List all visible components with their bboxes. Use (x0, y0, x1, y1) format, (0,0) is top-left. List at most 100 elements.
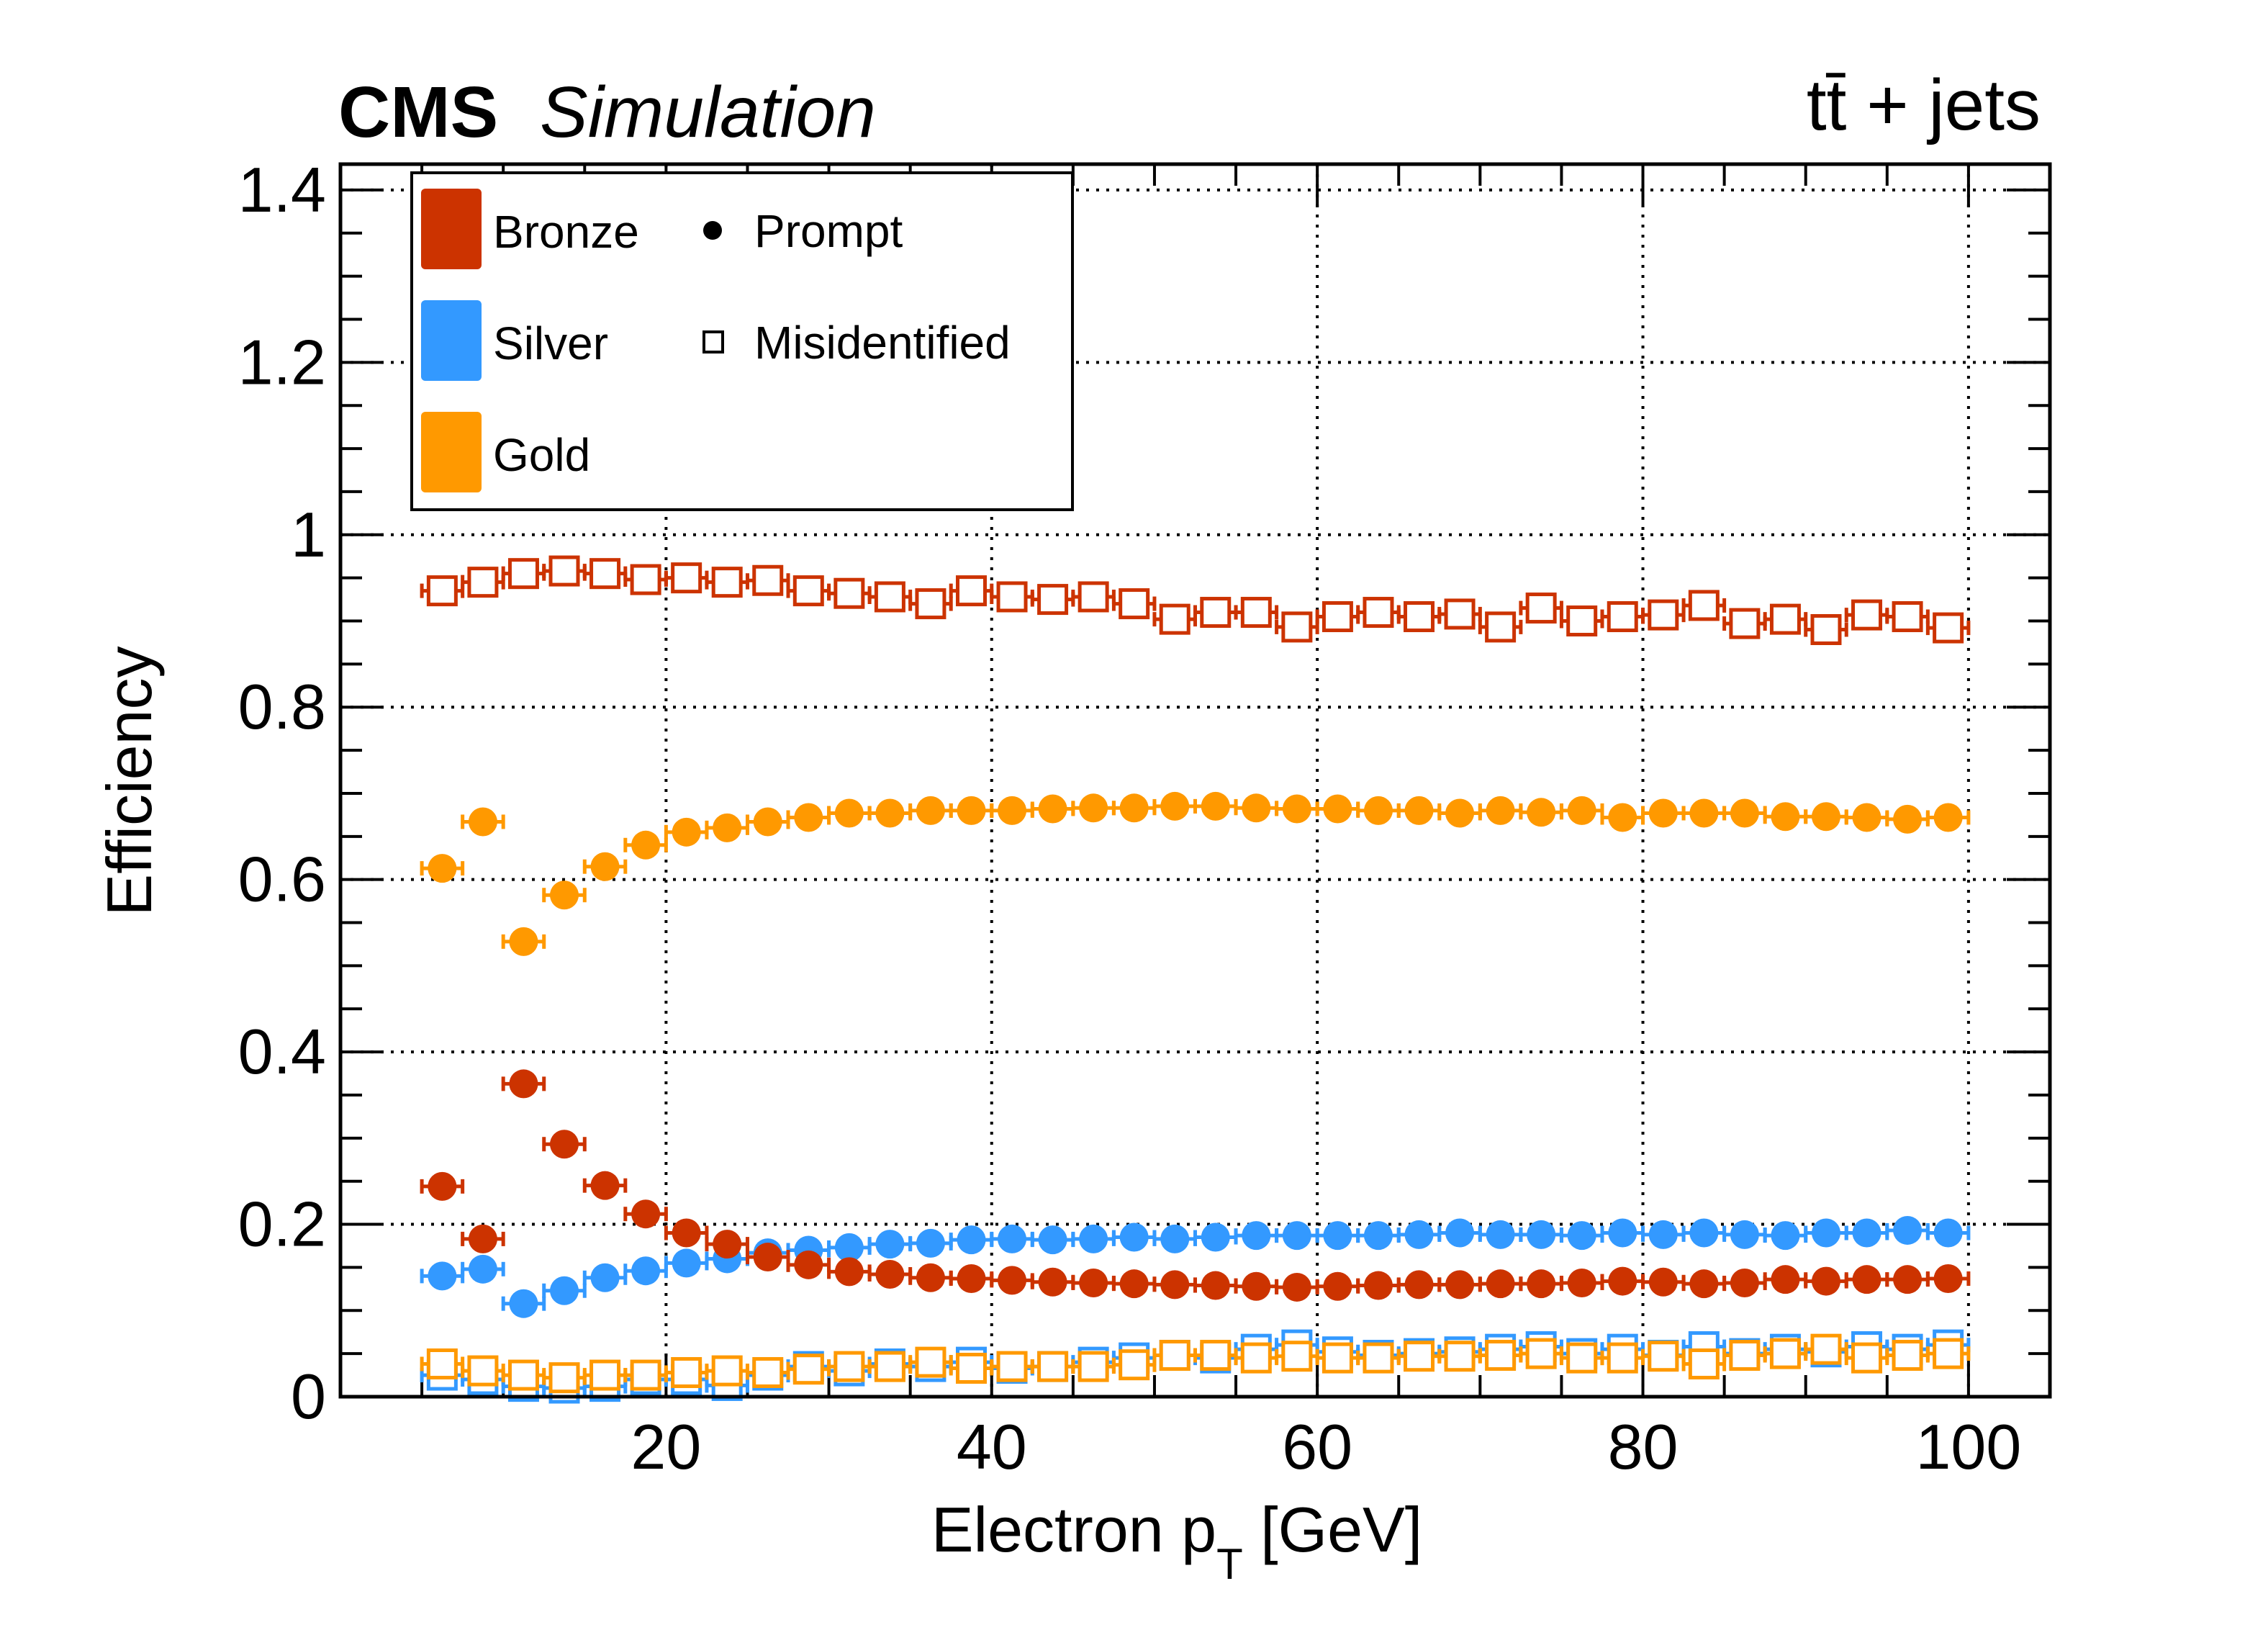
data-point (1159, 1340, 1191, 1371)
data-point (1322, 1342, 1353, 1374)
legend-label-bronze: Bronze (493, 206, 639, 258)
legend-label-prompt: Prompt (754, 205, 903, 257)
data-point (1077, 1351, 1109, 1382)
data-point (1079, 1268, 1108, 1297)
data-point (1810, 1333, 1842, 1365)
data-point (957, 1264, 986, 1293)
data-point (631, 1256, 661, 1286)
data-point (996, 1351, 1028, 1382)
legend: Bronze Silver Gold Prompt Misidentified (410, 171, 1074, 511)
data-point (1607, 601, 1638, 633)
data-point (1811, 1266, 1840, 1296)
data-point (468, 1224, 497, 1253)
header-process: tt̄ + jets (1807, 65, 2041, 145)
data-point (630, 564, 661, 595)
data-point (1445, 1270, 1475, 1300)
data-point (1404, 796, 1434, 825)
data-point (998, 1224, 1027, 1253)
legend-label-misidentified: Misidentified (754, 317, 1011, 369)
data-point (1892, 601, 1923, 633)
data-point (509, 1289, 538, 1318)
data-point (957, 796, 986, 825)
y-tick-label: 0 (291, 1361, 326, 1432)
data-point (711, 1355, 743, 1387)
data-point (1363, 1271, 1393, 1300)
data-point (1079, 793, 1108, 823)
x-tick-label: 20 (631, 1411, 701, 1482)
data-point (1527, 1220, 1556, 1249)
series-gold-misidentified (420, 1333, 1971, 1394)
data-point (1038, 1267, 1067, 1297)
data-point (1485, 611, 1517, 643)
data-point (1689, 1269, 1719, 1299)
data-point (589, 558, 621, 590)
data-point (1852, 803, 1881, 832)
data-point (875, 1259, 905, 1289)
data-point (1648, 1267, 1678, 1297)
data-point (630, 1359, 661, 1391)
data-point (1240, 1342, 1272, 1374)
data-point (1771, 802, 1800, 832)
data-point (955, 575, 987, 607)
legend-marker-prompt-icon (703, 221, 722, 240)
data-point (1893, 1265, 1923, 1294)
data-point (590, 852, 620, 881)
data-point (1811, 802, 1840, 832)
data-point (1240, 597, 1272, 629)
data-point (1201, 791, 1230, 821)
data-point (1445, 1218, 1475, 1248)
data-point (550, 880, 579, 910)
data-point (792, 575, 824, 607)
data-point (1404, 601, 1435, 633)
x-axis-label-unit: [GeV] (1243, 1494, 1422, 1565)
data-point (1242, 1221, 1271, 1251)
data-point (1201, 1271, 1230, 1300)
x-tick-label: 40 (957, 1411, 1027, 1482)
data-point (1566, 1342, 1598, 1374)
data-point (1648, 1341, 1679, 1372)
header-cms: CMS (338, 72, 498, 153)
data-point (1852, 1218, 1881, 1248)
data-point (1771, 1265, 1800, 1294)
y-tick-label: 0.4 (238, 1016, 326, 1087)
data-point (1485, 1340, 1517, 1371)
data-point (1200, 597, 1232, 629)
data-point (507, 558, 539, 590)
data-point (1323, 794, 1352, 824)
data-point (509, 927, 538, 956)
data-point (1281, 611, 1313, 643)
data-point (792, 1354, 824, 1385)
header-simulation: Simulation (540, 72, 876, 153)
data-point (1729, 608, 1761, 639)
data-point (1160, 1224, 1190, 1253)
data-point (426, 575, 458, 607)
data-point (1933, 1338, 1964, 1369)
data-point (1363, 796, 1393, 825)
data-point (1811, 1218, 1840, 1248)
data-point (1201, 1222, 1230, 1252)
data-point (1851, 599, 1883, 631)
data-point (1445, 798, 1475, 828)
data-point (1363, 1342, 1394, 1374)
legend-box (410, 171, 1074, 511)
data-point (426, 1348, 458, 1380)
data-point (1933, 1264, 1963, 1293)
data-point (1567, 796, 1596, 825)
y-tick-label: 1 (291, 499, 326, 570)
data-point (834, 798, 864, 828)
data-point (996, 581, 1028, 613)
data-point (1079, 1224, 1108, 1253)
data-point (875, 798, 905, 828)
data-point (1077, 581, 1109, 613)
data-point (1892, 1340, 1923, 1371)
data-point (957, 1225, 986, 1255)
data-point (590, 1263, 620, 1292)
data-point (1282, 1272, 1311, 1302)
legend-swatch-silver (421, 300, 482, 381)
data-point (1933, 803, 1963, 832)
data-point (1363, 1221, 1393, 1251)
data-point (428, 1171, 457, 1201)
data-point (713, 1230, 742, 1259)
data-point (1648, 1220, 1678, 1249)
data-point (1689, 1218, 1719, 1248)
